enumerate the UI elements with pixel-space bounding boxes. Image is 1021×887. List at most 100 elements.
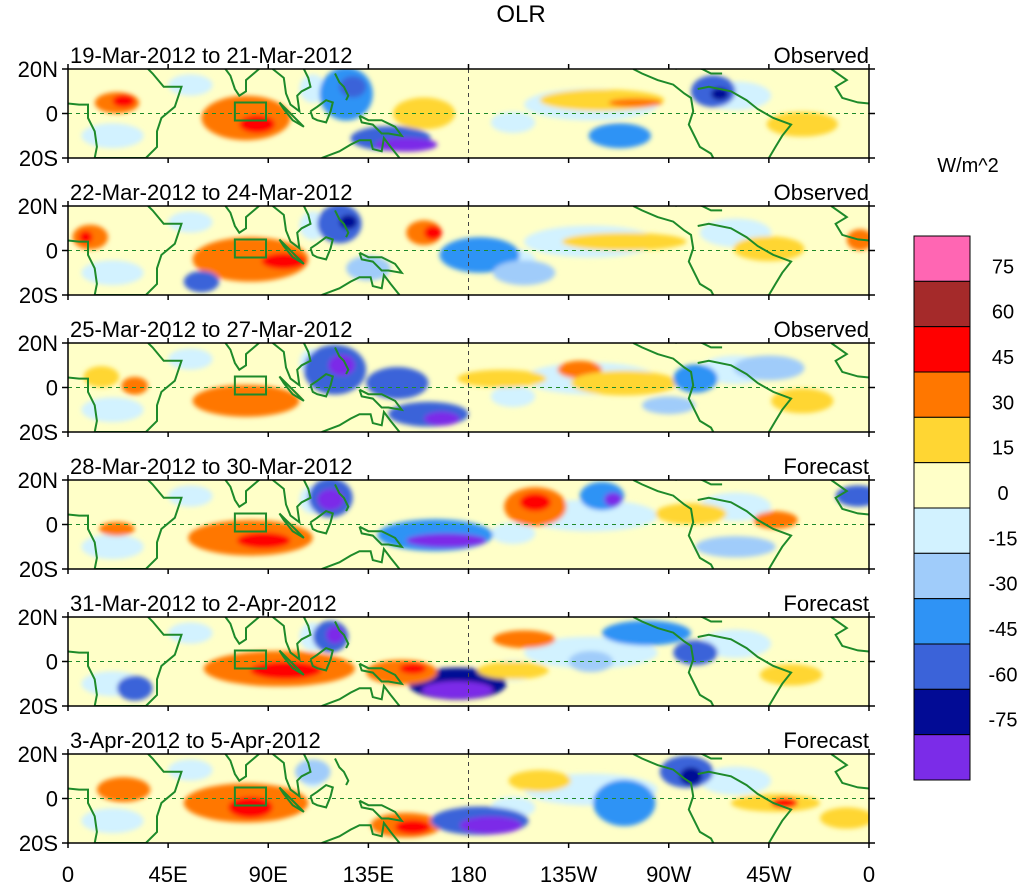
coastline xyxy=(334,209,350,238)
coastline xyxy=(675,754,723,760)
anomaly-region xyxy=(406,533,487,548)
anomaly-region xyxy=(192,384,300,417)
colorbar-swatch xyxy=(913,507,971,554)
map-panel: 20N 0 20S 28-Mar-2012 to 30-Mar-2012 Forecas… xyxy=(18,454,875,582)
anomaly-region xyxy=(490,111,536,134)
anomaly-region xyxy=(168,74,213,96)
coastline xyxy=(321,272,401,295)
anomaly-region xyxy=(570,370,678,396)
coastline xyxy=(830,343,869,379)
anomaly-region xyxy=(81,397,144,423)
coastline xyxy=(68,343,183,432)
anomaly-region xyxy=(168,622,213,644)
map-panels: 20N 0 20S 19-Mar-2012 to 21-Mar-2012 Observe… xyxy=(18,43,875,856)
coastline xyxy=(272,617,312,662)
panel-kind: Observed xyxy=(774,43,869,68)
lat-label: 0 xyxy=(46,650,58,675)
olr-anomaly-field xyxy=(68,69,869,158)
olr-anomaly-field xyxy=(68,206,869,295)
lat-label: 20S xyxy=(19,831,58,856)
anomaly-region xyxy=(492,260,556,286)
region-box xyxy=(233,238,268,259)
coastline xyxy=(309,646,334,672)
colorbar-label: 15 xyxy=(992,438,1014,460)
anomaly-region xyxy=(457,369,547,388)
anomaly-region xyxy=(753,511,798,529)
panel-date-range: 22-Mar-2012 to 24-Mar-2012 xyxy=(70,180,352,205)
anomaly-region xyxy=(421,681,493,699)
coastline xyxy=(272,343,312,388)
coastline xyxy=(309,509,334,535)
anomaly-region xyxy=(250,661,322,680)
anomaly-region xyxy=(168,348,213,370)
coastline xyxy=(278,649,305,676)
region-box xyxy=(233,101,268,122)
coastline xyxy=(68,69,183,158)
anomaly-region xyxy=(835,485,869,507)
anomaly-region xyxy=(561,232,687,251)
anomaly-region xyxy=(366,659,438,685)
coastline xyxy=(675,480,723,486)
anomaly-region xyxy=(317,488,344,511)
colorbar-swatch xyxy=(913,552,971,600)
anomaly-region xyxy=(168,211,213,233)
lat-label: 20N xyxy=(18,331,58,356)
coastline xyxy=(68,754,183,843)
coastline xyxy=(632,754,715,843)
colorbar-label: 30 xyxy=(992,392,1014,414)
anomaly-region xyxy=(83,366,120,388)
panel-kind: Forecast xyxy=(783,454,869,479)
coastline xyxy=(358,799,405,823)
colorbar-label: -60 xyxy=(989,664,1018,686)
coastline xyxy=(358,114,405,138)
coastline xyxy=(321,820,401,843)
anomaly-region xyxy=(366,367,429,400)
coastline xyxy=(358,662,405,686)
colorbar-swatch xyxy=(913,462,971,509)
anomaly-region xyxy=(459,816,522,835)
lat-label: 0 xyxy=(46,239,58,264)
lat-label: 20S xyxy=(19,146,58,171)
lat-label: 20N xyxy=(18,742,58,767)
anomaly-region xyxy=(346,255,391,281)
coastline xyxy=(68,206,183,295)
anomaly-region xyxy=(81,808,144,834)
colorbar-swatch xyxy=(913,598,971,645)
coastline xyxy=(675,617,723,623)
panel-kind: Forecast xyxy=(783,728,869,753)
region-box xyxy=(233,375,268,396)
olr-anomaly-field xyxy=(68,617,869,706)
lat-label: 20N xyxy=(18,194,58,219)
lon-label: 0 xyxy=(62,862,74,887)
panel-kind: Observed xyxy=(774,317,869,342)
coastline xyxy=(278,512,305,539)
lon-label: 45E xyxy=(149,862,188,887)
lat-label: 20N xyxy=(18,605,58,630)
map-panel: 20N 0 20S 31-Mar-2012 to 2-Apr-2012 Forecast xyxy=(18,591,875,719)
coastline xyxy=(309,783,334,809)
anomaly-region xyxy=(492,630,556,649)
coastline xyxy=(358,525,405,549)
coastline xyxy=(224,480,261,509)
coastline xyxy=(632,69,715,158)
anomaly-region xyxy=(395,819,431,835)
region-box xyxy=(233,786,268,807)
anomaly-region xyxy=(168,485,213,507)
coastline xyxy=(272,754,312,799)
colorbar-label: -15 xyxy=(989,528,1018,550)
coastline xyxy=(632,617,715,706)
olr-anomaly-field xyxy=(68,343,869,432)
coastline xyxy=(632,206,715,295)
colorbar-label: 0 xyxy=(997,483,1008,505)
colorbar-swatch xyxy=(913,416,971,464)
colorbar-swatch xyxy=(913,326,971,373)
coastline xyxy=(632,343,715,432)
lat-label: 20S xyxy=(19,283,58,308)
coastline xyxy=(334,73,350,101)
panel-date-range: 28-Mar-2012 to 30-Mar-2012 xyxy=(70,454,352,479)
coastline xyxy=(224,206,261,235)
anomaly-region xyxy=(96,777,151,803)
anomaly-region xyxy=(771,388,834,414)
anomaly-region xyxy=(508,770,571,792)
